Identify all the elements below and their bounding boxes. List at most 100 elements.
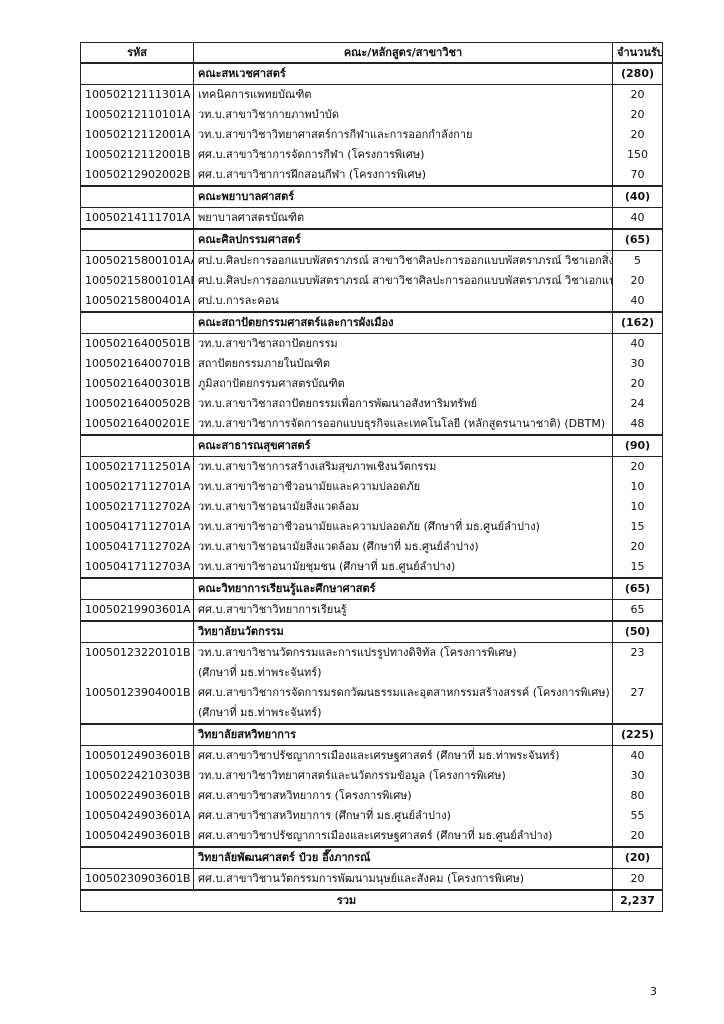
program-name: วท.บ.สาขาวิชาสถาปัตยกรรมเพื่อการพัฒนาอสั… xyxy=(198,397,478,410)
group-row: วิทยาลัยพัฒนศาสตร์ ป๋วย อึ๊งภากรณ์ (20) xyxy=(80,846,663,869)
program-name: ศศ.บ.สาขาวิชาสหวิทยาการ (ศึกษาที่ มธ.ศูน… xyxy=(198,809,451,822)
program-name: (ศึกษาที่ มธ.ท่าพระจันทร์) xyxy=(198,706,322,719)
program-count: 40 xyxy=(612,207,663,230)
program-code: 10050212110101A xyxy=(80,105,194,125)
empty-cell xyxy=(80,311,194,334)
program-count: 20 xyxy=(612,125,663,145)
group-total: (20) xyxy=(612,846,663,869)
page-number: 3 xyxy=(650,985,657,998)
group-name: วิทยาลัยพัฒนศาสตร์ ป๋วย อึ๊งภากรณ์ xyxy=(193,846,613,869)
program-name-cell: เทคนิคการแพทยบัณฑิต xyxy=(193,84,613,105)
program-row: 10050417112703A วท.บ.สาขาวิชาอนามัยชุมชน … xyxy=(80,557,663,579)
program-name-cell: ศป.บ.ศิลปะการออกแบบพัสตราภรณ์ สาขาวิชาศิ… xyxy=(193,250,613,271)
program-count: 10 xyxy=(612,477,663,497)
program-code: 10050216400301B xyxy=(80,374,194,394)
program-name-cell: ศศ.บ.สาขาวิชานวัตกรรมการพัฒนามนุษย์และสั… xyxy=(193,868,613,891)
program-name: วท.บ.สาขาวิชานวัตกรรมและการแปรรูปทางดิจิ… xyxy=(198,646,517,659)
program-name: วท.บ.สาขาวิชาสถาปัตยกรรม xyxy=(198,337,338,350)
program-code: 10050212112001A xyxy=(80,125,194,145)
program-name: ศศ.บ.สาขาวิชานวัตกรรมการพัฒนามนุษย์และสั… xyxy=(198,872,525,885)
program-code: 10050217112701A xyxy=(80,477,194,497)
program-count: 40 xyxy=(612,333,663,354)
program-code: 10050212112001B xyxy=(80,145,194,165)
program-row: 10050123220101B วท.บ.สาขาวิชานวัตกรรมและก… xyxy=(80,642,663,683)
program-code: 10050216400701B xyxy=(80,354,194,374)
program-code: 10050230903601B xyxy=(80,868,194,891)
group-name: วิทยาลัยสหวิทยาการ xyxy=(193,723,613,746)
program-name-cell: ศศ.บ.สาขาวิชาสหวิทยาการ (ศึกษาที่ มธ.ศูน… xyxy=(193,806,613,826)
program-name: สถาปัตยกรรมภายในบัณฑิต xyxy=(198,357,331,370)
program-code: 10050217112501A xyxy=(80,456,194,477)
program-name: ศป.บ.การละคอน xyxy=(198,294,279,307)
group-name: คณะสหเวชศาสตร์ xyxy=(193,62,613,85)
program-count: 20 xyxy=(612,374,663,394)
program-name: ศศ.บ.สาขาวิชาการจัดการกีฬา (โครงการพิเศษ… xyxy=(198,148,425,161)
program-code: 10050215800401A xyxy=(80,291,194,313)
program-name-cell: พยาบาลศาสตรบัณฑิต xyxy=(193,207,613,230)
empty-cell xyxy=(80,723,194,746)
program-row: 10050217112701A วท.บ.สาขาวิชาอาชีวอนามัยแ… xyxy=(80,477,663,497)
header-row: รหัส คณะ/หลักสูตร/สาขาวิชา จำนวนรับ xyxy=(80,42,663,64)
program-count: 20 xyxy=(612,826,663,848)
program-code: 10050424903601A xyxy=(80,806,194,826)
program-name-cell: วท.บ.สาขาวิชาสถาปัตยกรรม xyxy=(193,333,613,354)
program-name-cell: ศศ.บ.สาขาวิชาปรัชญาการเมืองและเศรษฐศาสตร… xyxy=(193,745,613,766)
group-row: วิทยาลัยสหวิทยาการ (225) xyxy=(80,723,663,746)
program-name-cell: ศศ.บ.สาขาวิชาการฝึกสอนกีฬา (โครงการพิเศษ… xyxy=(193,165,613,187)
empty-cell xyxy=(80,620,194,643)
program-name-cell: วท.บ.สาขาวิชาอนามัยสิ่งแวดล้อม xyxy=(193,497,613,517)
program-row: 10050212110101A วท.บ.สาขาวิชากายภาพบำบัด 2… xyxy=(80,105,663,125)
program-count: 20 xyxy=(612,456,663,477)
program-row: 10050417112702A วท.บ.สาขาวิชาอนามัยสิ่งแว… xyxy=(80,537,663,557)
program-name: ภูมิสถาปัตยกรรมศาสตรบัณฑิต xyxy=(198,377,345,390)
program-name-cell: วท.บ.สาขาวิชาอาชีวอนามัยและความปลอดภัย xyxy=(193,477,613,497)
program-name-cell: ภูมิสถาปัตยกรรมศาสตรบัณฑิต xyxy=(193,374,613,394)
group-name: คณะวิทยาการเรียนรู้และศึกษาศาสตร์ xyxy=(193,577,613,600)
program-name-cell: สถาปัตยกรรมภายในบัณฑิต xyxy=(193,354,613,374)
column-header: คณะ/หลักสูตร/สาขาวิชา xyxy=(193,42,613,64)
column-header: จำนวนรับ xyxy=(612,42,663,64)
group-total: (225) xyxy=(612,723,663,746)
program-count: 27 xyxy=(612,683,663,725)
program-count: 15 xyxy=(612,517,663,537)
program-count: 150 xyxy=(612,145,663,165)
group-name: คณะสถาปัตยกรรมศาสตร์และการผังเมือง xyxy=(193,311,613,334)
empty-cell xyxy=(80,577,194,600)
program-name-cell: วท.บ.สาขาวิชาวิทยาศาสตร์การกีฬาและการออก… xyxy=(193,125,613,145)
group-name: วิทยาลัยนวัตกรรม xyxy=(193,620,613,643)
total-row: รวม 2,237 xyxy=(80,889,663,912)
program-count: 40 xyxy=(612,291,663,313)
program-name-cell: ศศ.บ.สาขาวิชาสหวิทยาการ (โครงการพิเศษ) xyxy=(193,786,613,806)
group-total: (65) xyxy=(612,228,663,251)
program-name-cell: ศศ.บ.สาขาวิชาการจัดการมรดกวัฒนธรรมและอุต… xyxy=(193,683,613,725)
program-name: ศศ.บ.สาขาวิชาสหวิทยาการ (โครงการพิเศษ) xyxy=(198,789,412,802)
group-total: (280) xyxy=(612,62,663,85)
group-row: คณะพยาบาลศาสตร์ (40) xyxy=(80,185,663,208)
program-row: 10050212902002B ศศ.บ.สาขาวิชาการฝึกสอนกีฬ… xyxy=(80,165,663,187)
program-name: วท.บ.สาขาวิชาการสร้างเสริมสุขภาพเชิงนวัต… xyxy=(198,460,437,473)
program-name-cell: วท.บ.สาขาวิชาการสร้างเสริมสุขภาพเชิงนวัต… xyxy=(193,456,613,477)
group-row: คณะวิทยาการเรียนรู้และศึกษาศาสตร์ (65) xyxy=(80,577,663,600)
program-row: 10050123904001B ศศ.บ.สาขาวิชาการจัดการมรด… xyxy=(80,683,663,725)
program-count: 23 xyxy=(612,642,663,683)
group-row: วิทยาลัยนวัตกรรม (50) xyxy=(80,620,663,643)
total-value: 2,237 xyxy=(612,889,663,912)
program-row: 10050212112001A วท.บ.สาขาวิชาวิทยาศาสตร์ก… xyxy=(80,125,663,145)
program-name: ศศ.บ.สาขาวิชาปรัชญาการเมืองและเศรษฐศาสตร… xyxy=(198,829,553,842)
program-code: 10050123904001B xyxy=(80,683,194,725)
program-name: ศศ.บ.สาขาวิชาการจัดการมรดกวัฒนธรรมและอุต… xyxy=(198,686,610,699)
group-name: คณะสาธารณสุขศาสตร์ xyxy=(193,434,613,457)
program-row: 10050417112701A วท.บ.สาขาวิชาอาชีวอนามัยแ… xyxy=(80,517,663,537)
program-name-cell: วท.บ.สาขาวิชากายภาพบำบัด xyxy=(193,105,613,125)
program-name: ศศ.บ.สาขาวิชาการฝึกสอนกีฬา (โครงการพิเศษ… xyxy=(198,168,427,181)
column-header: รหัส xyxy=(80,42,194,64)
program-code: 10050424903601B xyxy=(80,826,194,848)
program-count: 55 xyxy=(612,806,663,826)
program-name: วท.บ.สาขาวิชาอาชีวอนามัยและความปลอดภัย xyxy=(198,480,421,493)
empty-cell xyxy=(80,846,194,869)
program-count: 20 xyxy=(612,84,663,105)
program-row: 10050217112501A วท.บ.สาขาวิชาการสร้างเสริ… xyxy=(80,456,663,477)
program-code: 10050219903601A xyxy=(80,599,194,622)
program-row: 10050212112001B ศศ.บ.สาขาวิชาการจัดการกีฬ… xyxy=(80,145,663,165)
program-name: (ศึกษาที่ มธ.ท่าพระจันทร์) xyxy=(198,666,322,679)
